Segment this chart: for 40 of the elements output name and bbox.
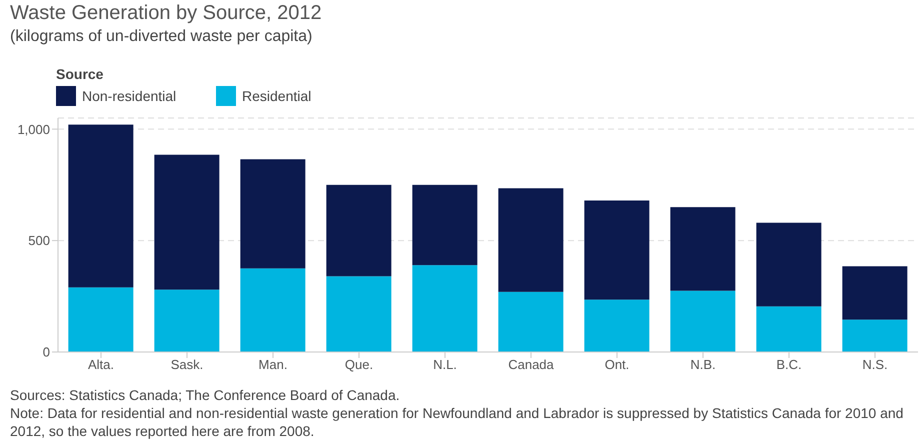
bar	[756, 306, 822, 352]
legend-title: Source	[56, 66, 104, 82]
bar	[326, 184, 392, 276]
bar	[842, 266, 908, 320]
source-note: Sources: Statistics Canada; The Conference Board of Canada.	[10, 386, 401, 404]
bar	[326, 276, 392, 352]
chart-title: Waste Generation by Source, 2012	[10, 2, 322, 25]
bar	[154, 290, 220, 352]
x-tick-label: N.S.	[862, 357, 888, 372]
x-tick-label: Ont.	[604, 357, 630, 372]
bar	[670, 290, 736, 352]
x-tick-label: N.L.	[433, 357, 457, 372]
legend-label: Residential	[242, 88, 312, 104]
bar	[412, 184, 478, 266]
bar	[412, 265, 478, 352]
chart-subtitle: (kilograms of un-diverted waste per capita)	[10, 28, 312, 46]
bar	[584, 300, 650, 352]
bar	[670, 207, 736, 291]
y-tick-label: 1,000	[17, 122, 50, 137]
x-tick-label: Que.	[344, 357, 374, 372]
x-tick-label: Man.	[258, 357, 288, 372]
legend-label: Non-residential	[82, 88, 176, 104]
text: Note: Data for residential and non-residential waste generation for Newfoundland and Labrador is suppressed by Statistics Canada for 2010 and 2012, so the values reported here are from 2008.	[10, 404, 904, 440]
x-tick-label: B.C.	[776, 357, 802, 372]
bar	[68, 287, 134, 352]
x-tick-label: Canada	[508, 357, 555, 372]
bar	[584, 200, 650, 300]
y-tick-label: 500	[28, 233, 50, 248]
bar	[240, 159, 306, 268]
x-tick-label: Sask.	[170, 357, 204, 372]
bar	[756, 222, 822, 306]
bar	[498, 292, 564, 352]
bar	[240, 268, 306, 352]
bar	[154, 154, 220, 290]
y-tick-label: 0	[42, 344, 50, 360]
x-tick-label: N.B.	[690, 357, 716, 372]
x-tick-label: Alta.	[88, 357, 114, 372]
bar	[498, 188, 564, 292]
bar	[842, 320, 908, 352]
bar	[68, 124, 134, 288]
